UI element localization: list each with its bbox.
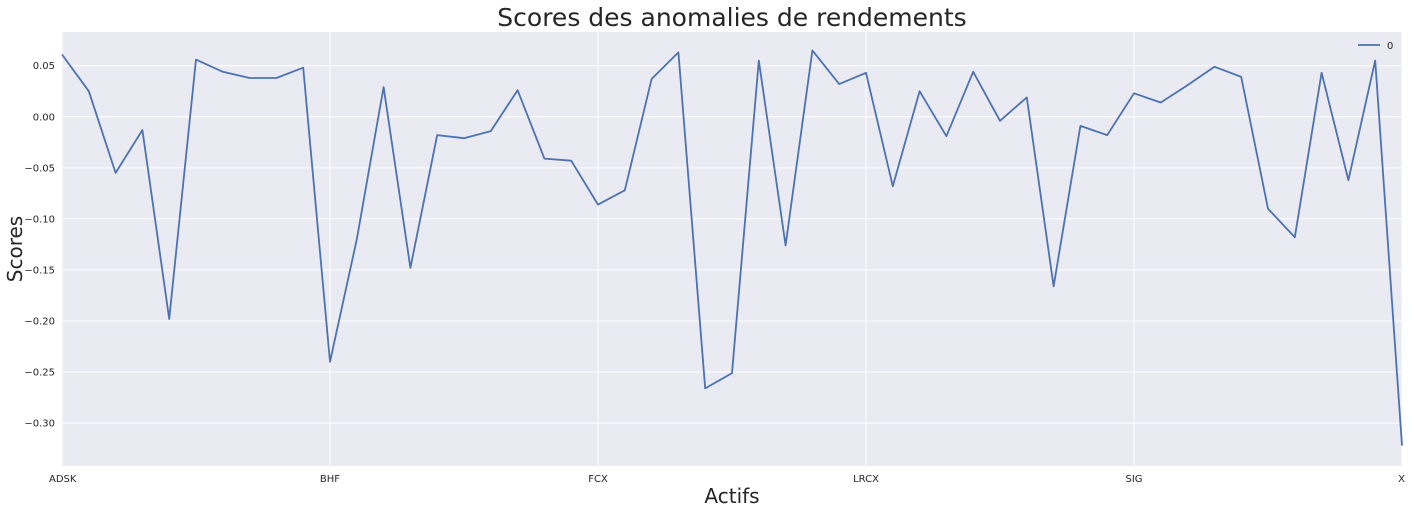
y-axis-label: Scores (3, 216, 27, 282)
plot-background (62, 32, 1402, 466)
x-tick-label: BHF (320, 474, 340, 485)
data-point (892, 185, 894, 187)
data-point (570, 160, 572, 162)
data-point (704, 387, 706, 389)
data-point (1267, 208, 1269, 210)
data-point (838, 83, 840, 85)
y-tick-label: −0.20 (24, 316, 55, 327)
y-tick-label: −0.10 (24, 214, 55, 225)
y-tick-label: −0.05 (24, 163, 55, 174)
y-tick-label: 0.00 (33, 112, 55, 123)
data-point (141, 129, 143, 131)
data-point (1213, 66, 1215, 68)
data-point (490, 130, 492, 132)
data-point (61, 53, 63, 55)
data-point (1160, 101, 1162, 103)
y-tick-label: −0.15 (24, 265, 55, 276)
data-point (999, 120, 1001, 122)
data-point (651, 78, 653, 80)
chart-title: Scores des anomalies de rendements (497, 3, 966, 32)
data-point (731, 372, 733, 374)
data-point (115, 172, 117, 174)
data-point (356, 238, 358, 240)
data-point (88, 90, 90, 92)
x-axis-label: Actifs (704, 484, 759, 508)
data-point (1106, 134, 1108, 136)
data-point (1187, 84, 1189, 86)
data-point (1374, 60, 1376, 62)
data-point (463, 137, 465, 139)
data-point (1079, 125, 1081, 127)
data-point (436, 134, 438, 136)
y-tick-label: −0.30 (24, 419, 55, 430)
data-point (919, 90, 921, 92)
data-point (249, 77, 251, 79)
data-point (1294, 236, 1296, 238)
data-point (1026, 96, 1028, 98)
data-point (624, 189, 626, 191)
data-point (785, 244, 787, 246)
grid-lines (61, 32, 1403, 466)
y-tick-label: −0.25 (24, 368, 55, 379)
data-point (168, 318, 170, 320)
data-point (1053, 285, 1055, 287)
data-point (329, 361, 331, 363)
y-tick-label: 0.05 (33, 61, 55, 72)
data-point (1347, 179, 1349, 181)
data-point (517, 89, 519, 91)
data-point (222, 71, 224, 73)
x-tick-label: LRCX (853, 474, 879, 485)
data-point (195, 59, 197, 61)
data-point (1401, 445, 1403, 447)
data-point (1240, 76, 1242, 78)
series-line-0 (61, 49, 1403, 446)
x-tick-label: ADSK (49, 474, 77, 485)
x-tick-label: FCX (588, 474, 608, 485)
data-point (758, 60, 760, 62)
series-group (61, 49, 1403, 446)
tick-labels: 0.05 0.00 −0.05 −0.10 −0.15 −0.20 −0.25 −0.30 AD… (24, 61, 1405, 485)
data-point (1133, 92, 1135, 94)
legend-entry-label: 0 (1387, 41, 1393, 52)
data-point (275, 77, 277, 79)
data-point (677, 51, 679, 53)
data-point (945, 135, 947, 137)
legend: 0 (1358, 41, 1393, 52)
data-point (302, 67, 304, 69)
data-point (383, 86, 385, 88)
data-point (972, 71, 974, 73)
data-point (597, 204, 599, 206)
data-point (865, 72, 867, 74)
data-point (811, 49, 813, 51)
data-point (409, 267, 411, 269)
data-point (1321, 72, 1323, 74)
x-tick-label: SIG (1125, 474, 1142, 485)
x-tick-label: X (1398, 474, 1405, 485)
data-point (543, 158, 545, 160)
